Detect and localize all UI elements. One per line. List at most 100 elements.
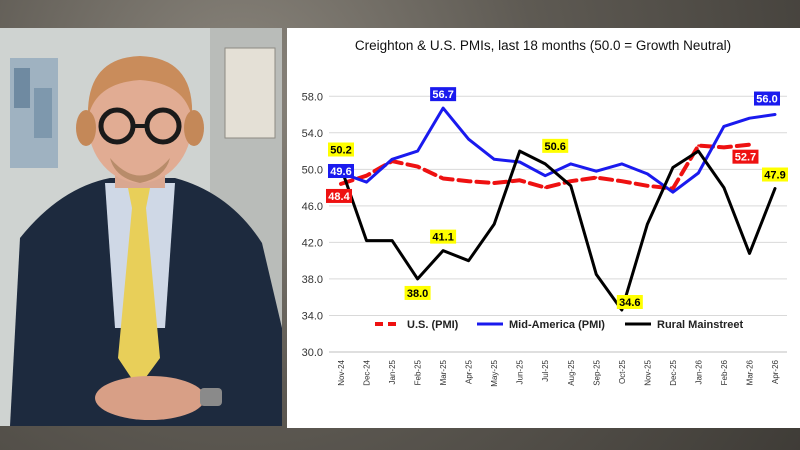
- data-label-bg: [328, 163, 354, 178]
- y-tick-label: 34.0: [302, 310, 323, 322]
- y-tick-label: 38.0: [302, 274, 323, 286]
- data-point: [569, 180, 572, 183]
- data-label-bg: [430, 87, 457, 102]
- data-point: [390, 158, 394, 161]
- data-label-bg: [328, 142, 354, 157]
- data-point: [441, 177, 445, 180]
- data-point: [748, 252, 751, 255]
- y-tick-label: 54.0: [302, 128, 323, 140]
- data-label: 50.2: [330, 145, 351, 157]
- y-tick-label: 30.0: [302, 347, 323, 359]
- data-point: [697, 149, 700, 153]
- x-tick-label: Nov-25: [643, 359, 652, 385]
- data-point: [595, 176, 598, 179]
- data-point: [544, 186, 547, 189]
- x-tick-label: Jan-26: [694, 359, 703, 384]
- data-point: [441, 249, 445, 252]
- data-point: [595, 169, 598, 173]
- x-tick-label: Feb-26: [720, 359, 729, 385]
- data-point: [518, 149, 521, 153]
- y-axis-ticks: 30.0 34.0 38.0 42.0 46.0 50.0 54.0 58.0: [302, 91, 323, 359]
- y-tick-label: 46.0: [302, 201, 323, 213]
- legend-label: U.S. (PMI): [407, 319, 459, 331]
- series-line-0: [339, 142, 752, 191]
- data-point: [671, 187, 675, 190]
- data-point: [544, 174, 547, 177]
- data-labels: 50.2 49.6 48.4 56.7 41.1 38.0 50.6 34.6 56.0 52.7…: [326, 87, 788, 309]
- data-point: [569, 162, 572, 166]
- legend-label: Mid-America (PMI): [509, 319, 605, 331]
- x-tick-label: Sep-25: [592, 359, 601, 385]
- data-label-bg: [616, 294, 643, 309]
- data-label-bg: [762, 167, 788, 182]
- y-tick-label: 50.0: [302, 164, 323, 176]
- data-point: [646, 172, 649, 176]
- x-tick-label: Aug-25: [567, 359, 576, 385]
- data-point: [722, 125, 726, 128]
- data-point: [748, 143, 751, 146]
- portrait-photo: [0, 28, 282, 426]
- data-point: [671, 166, 675, 169]
- data-point: [467, 137, 470, 141]
- data-point: [773, 113, 777, 116]
- data-point: [518, 179, 521, 182]
- data-label: 48.4: [328, 191, 350, 203]
- data-label-bg: [430, 229, 457, 244]
- data-point: [467, 180, 470, 183]
- data-point: [492, 181, 496, 185]
- x-tick-label: Mar-25: [439, 359, 448, 385]
- data-label: 56.0: [756, 94, 777, 106]
- x-tick-label: Apr-25: [465, 359, 474, 384]
- x-tick-label: Jun-25: [516, 359, 525, 384]
- chart-legend: U.S. (PMI) Mid-America (PMI) Rural Mainstr…: [375, 319, 744, 331]
- data-label-bg: [542, 138, 569, 153]
- data-point: [365, 174, 368, 177]
- data-point: [595, 273, 598, 276]
- legend-label: Rural Mainstreet: [657, 319, 744, 331]
- data-point: [646, 222, 649, 226]
- data-label-bg: [326, 188, 352, 203]
- data-point: [697, 171, 700, 175]
- data-point: [569, 184, 572, 187]
- x-tick-label: Dec-25: [669, 359, 678, 385]
- data-point: [544, 162, 547, 166]
- x-tick-label: Jan-25: [388, 359, 397, 384]
- chart-title: Creighton & U.S. PMIs, last 18 months (5…: [355, 38, 731, 53]
- data-point: [518, 160, 521, 164]
- pmi-chart-panel: Creighton & U.S. PMIs, last 18 months (5…: [287, 28, 800, 428]
- data-point: [620, 180, 624, 183]
- x-tick-label: Jul-25: [541, 359, 550, 381]
- data-point: [365, 180, 368, 184]
- data-point: [722, 186, 726, 189]
- x-axis-ticks: Nov-24 Dec-24 Jan-25 Feb-25 Mar-25 Apr-25 May-…: [329, 351, 787, 387]
- x-tick-label: Oct-25: [618, 359, 627, 384]
- x-tick-label: Dec-24: [363, 359, 372, 385]
- data-point: [748, 116, 751, 120]
- data-label-bg: [754, 91, 780, 106]
- data-point: [416, 277, 419, 281]
- x-tick-label: Feb-25: [414, 359, 423, 385]
- data-point: [620, 162, 624, 166]
- data-point: [467, 259, 470, 262]
- data-label: 56.7: [432, 89, 453, 101]
- data-point: [620, 308, 624, 312]
- series-lines: [339, 106, 777, 312]
- data-label: 50.6: [545, 141, 566, 153]
- data-label: 38.0: [407, 288, 428, 300]
- data-label-bg: [732, 149, 759, 164]
- y-tick-label: 58.0: [302, 91, 323, 103]
- data-point: [671, 190, 675, 194]
- data-label: 34.6: [619, 297, 640, 309]
- data-label-bg: [404, 285, 431, 300]
- data-label: 47.9: [764, 170, 785, 182]
- x-tick-label: Apr-26: [771, 359, 780, 384]
- portrait-illustration: [0, 28, 282, 426]
- pmi-line-chart: Creighton & U.S. PMIs, last 18 months (5…: [302, 38, 788, 387]
- x-tick-label: May-25: [490, 359, 499, 386]
- data-point: [722, 146, 726, 149]
- data-point: [697, 144, 700, 147]
- data-point: [773, 187, 777, 190]
- data-point: [492, 158, 496, 161]
- data-point: [416, 165, 419, 168]
- data-label: 52.7: [735, 152, 756, 164]
